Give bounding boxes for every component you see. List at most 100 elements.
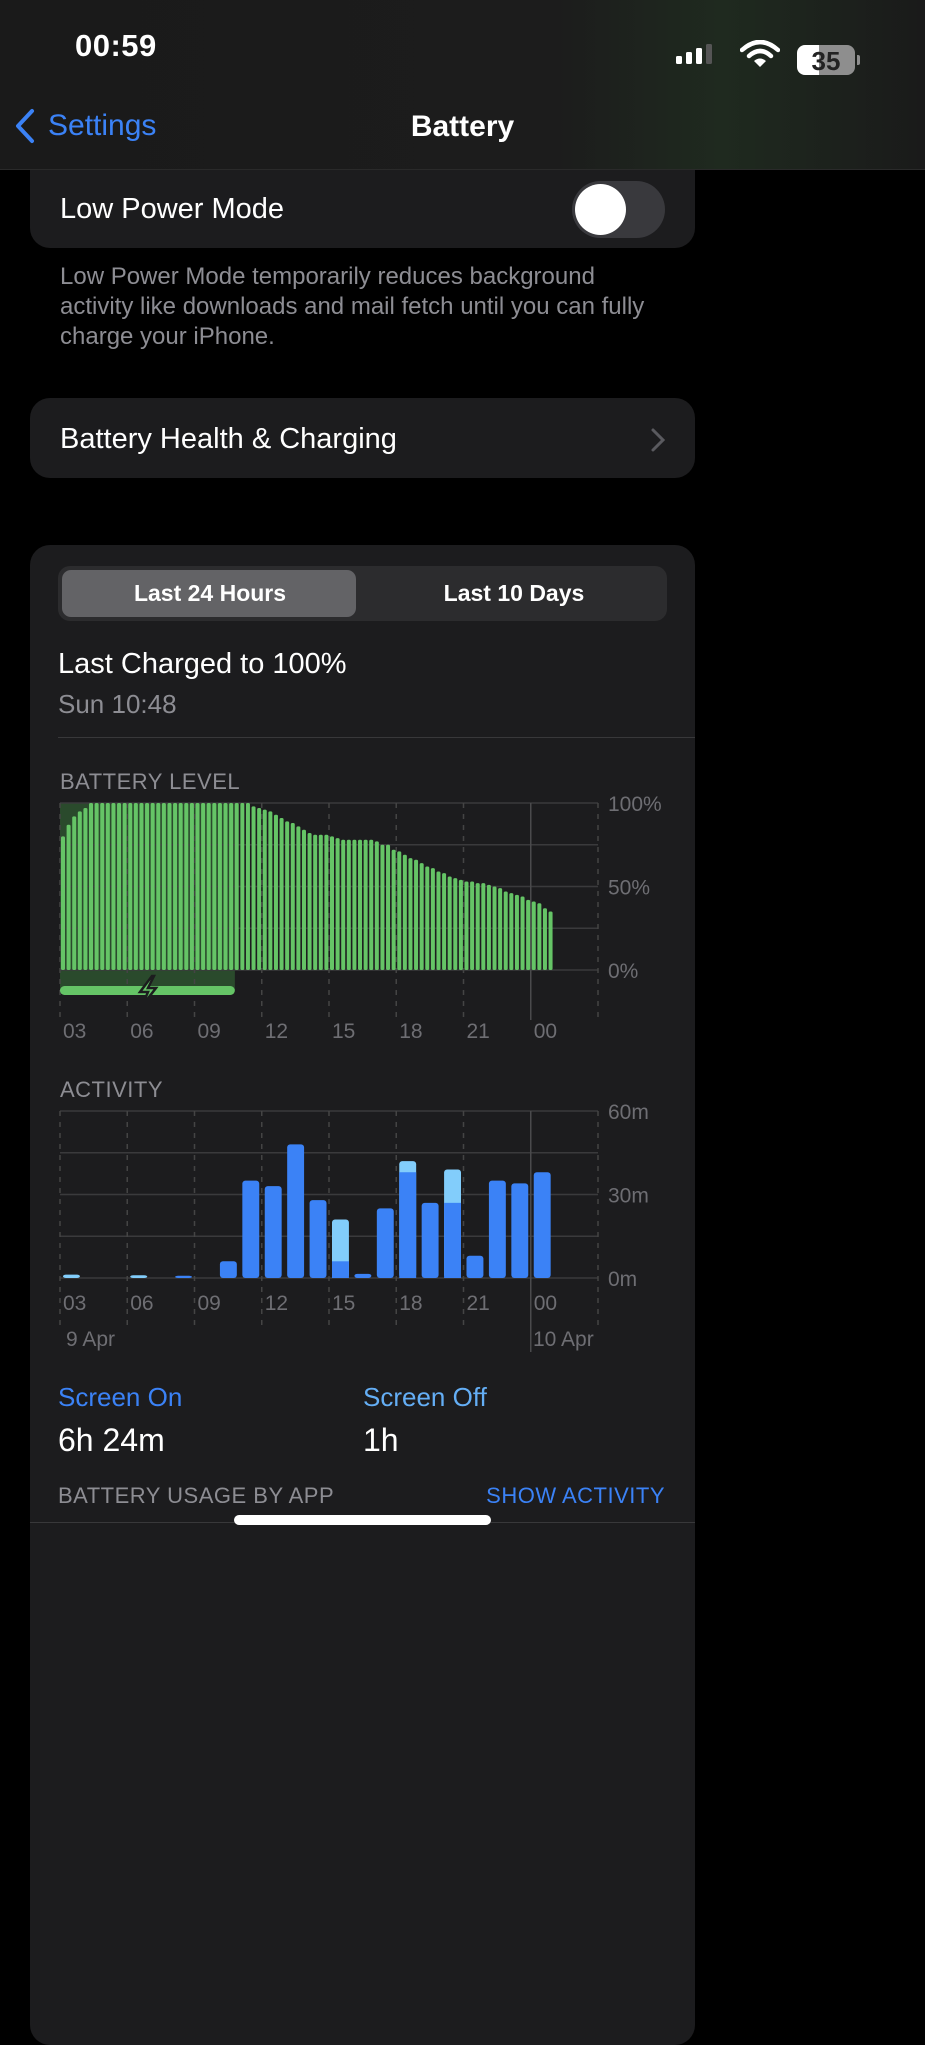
status-time: 00:59 <box>75 28 157 63</box>
screen-on-bar <box>444 1202 461 1278</box>
battery-bar <box>391 849 396 970</box>
battery-bar <box>223 803 228 970</box>
battery-bar <box>72 816 77 970</box>
battery-bar <box>290 823 295 970</box>
battery-bar <box>66 824 71 970</box>
battery-bar <box>531 901 536 970</box>
battery-bar <box>475 883 480 970</box>
last-charged-title: Last Charged to 100% <box>58 648 347 680</box>
battery-icon: 35 <box>797 45 855 76</box>
battery-bar <box>470 881 475 970</box>
battery-bar <box>307 833 312 970</box>
x-tick-label: 00 <box>534 1292 557 1315</box>
battery-bar <box>436 871 441 970</box>
battery-bar <box>548 911 553 970</box>
x-tick-label: 00 <box>534 1020 557 1043</box>
battery-bar <box>374 841 379 970</box>
home-indicator[interactable] <box>234 1515 491 1525</box>
battery-bar <box>195 803 200 970</box>
screen-on-bar <box>264 1186 282 1278</box>
battery-bar <box>301 829 306 970</box>
battery-bar <box>526 899 531 970</box>
activity-title: ACTIVITY <box>60 1077 164 1102</box>
back-button[interactable]: Settings <box>14 108 156 144</box>
date-label: 10 Apr <box>533 1328 594 1351</box>
activity-chart: 03 06 09 12 15 18 21 00 60m 30m 0m 9 Apr 10 Apr <box>59 1101 649 1352</box>
battery-bar <box>425 866 430 970</box>
battery-bar <box>397 851 402 970</box>
screen-on-bar <box>354 1273 372 1278</box>
battery-bar <box>156 803 161 970</box>
battery-bar <box>212 803 217 970</box>
battery-bar <box>189 803 194 970</box>
battery-bar <box>77 811 82 970</box>
screen-on-label: Screen On <box>58 1382 183 1412</box>
last-charged-time: Sun 10:48 <box>58 689 177 719</box>
battery-bar <box>111 803 116 970</box>
cellular-signal-icon <box>676 44 712 64</box>
y-tick-label: 100% <box>608 793 662 816</box>
battery-health-row[interactable] <box>30 398 695 478</box>
battery-bar <box>481 883 486 970</box>
battery-bar <box>414 859 419 970</box>
battery-bar <box>318 834 323 970</box>
battery-bar <box>442 873 447 970</box>
y-tick-label: 30m <box>608 1185 649 1208</box>
low-power-toggle[interactable] <box>572 181 665 238</box>
screen-on-value: 6h 24m <box>58 1422 165 1458</box>
usage-by-app-header: BATTERY USAGE BY APP <box>58 1483 335 1508</box>
y-tick-label: 60m <box>608 1101 649 1124</box>
battery-bar <box>251 806 256 970</box>
y-tick-label: 50% <box>608 877 650 900</box>
battery-bar <box>464 881 469 970</box>
show-activity-button[interactable]: SHOW ACTIVITY <box>486 1483 665 1508</box>
screen-on-bar <box>309 1200 327 1278</box>
x-tick-label: 15 <box>332 1020 355 1043</box>
low-power-footer: Low Power Mode temporarily reduces backg… <box>60 263 645 350</box>
battery-bar <box>128 803 133 970</box>
battery-bar <box>408 858 413 970</box>
battery-bar <box>458 879 463 970</box>
battery-health-label: Battery Health & Charging <box>60 423 397 455</box>
x-tick-label: 03 <box>63 1292 86 1315</box>
page-title: Battery <box>410 110 515 143</box>
segment-selection <box>62 570 356 617</box>
battery-bar <box>273 814 278 970</box>
battery-bar <box>262 809 267 970</box>
battery-bar <box>346 839 351 970</box>
screen-on-bar <box>219 1261 237 1278</box>
battery-bar <box>178 803 183 970</box>
x-tick-label: 06 <box>130 1020 153 1043</box>
low-power-label: Low Power Mode <box>60 193 285 225</box>
battery-bar <box>509 893 514 970</box>
screen-off-bar <box>63 1274 80 1278</box>
battery-cap <box>857 55 860 65</box>
segment-last-24-hours[interactable]: Last 24 Hours <box>133 580 287 606</box>
screen-on-bar <box>533 1172 551 1278</box>
x-tick-label: 18 <box>399 1020 422 1043</box>
battery-bar <box>363 839 368 970</box>
battery-bar <box>122 803 127 970</box>
usage-card <box>30 545 695 2045</box>
y-tick-label: 0m <box>608 1268 637 1291</box>
battery-bar <box>402 854 407 970</box>
battery-percent: 35 <box>811 46 841 76</box>
back-label: Settings <box>48 109 157 142</box>
screen-on-bar <box>376 1208 394 1278</box>
divider <box>58 737 695 738</box>
battery-bar <box>341 839 346 970</box>
battery-bar <box>313 834 318 970</box>
battery-bar <box>117 803 122 970</box>
battery-bar <box>133 803 138 970</box>
x-tick-label: 12 <box>265 1292 288 1315</box>
screen-on-bar <box>242 1180 260 1278</box>
x-tick-label: 06 <box>130 1292 153 1315</box>
battery-bar <box>352 839 357 970</box>
y-tick-label: 0% <box>608 960 638 983</box>
x-tick-label: 18 <box>399 1292 422 1315</box>
battery-bar <box>498 888 503 970</box>
segment-last-10-days[interactable]: Last 10 Days <box>443 580 585 606</box>
battery-bar <box>358 839 363 970</box>
battery-bar <box>537 903 542 970</box>
time-range-segmented-control[interactable]: Last 24 Hours Last 10 Days <box>58 566 667 621</box>
